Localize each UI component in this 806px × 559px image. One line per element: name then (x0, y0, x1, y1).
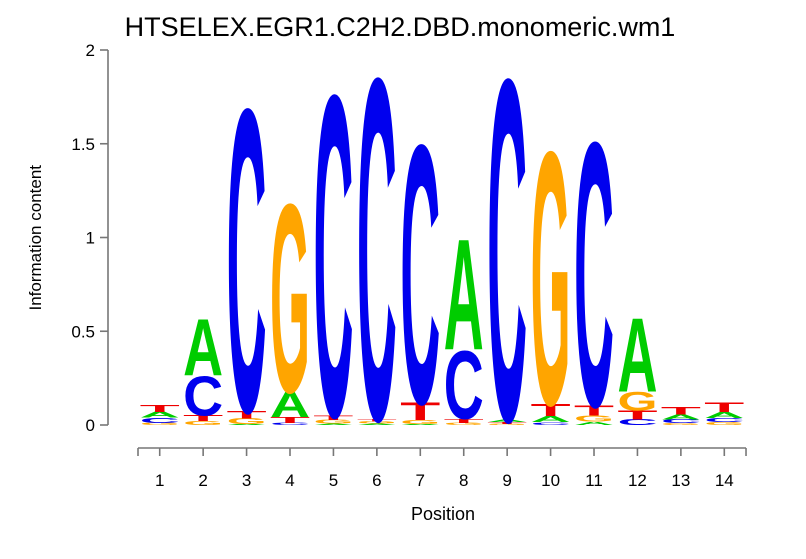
logo-letter-G-pos-10: G (531, 78, 571, 481)
logo-letter-A-pos-13: A (661, 413, 701, 421)
logo-letter-T-pos-7: T (400, 398, 440, 426)
x-tick-label: 8 (459, 471, 468, 490)
logo-letter-A-pos-14: A (704, 411, 744, 420)
logo-letter-A-pos-8: A (444, 207, 484, 384)
logo-letter-T-pos-9: T (487, 421, 527, 424)
logo-letter-C-pos-12: C (617, 418, 657, 427)
logo-letter-A-pos-4: A (270, 384, 310, 424)
logo-letter-G-pos-13: G (661, 423, 701, 426)
logo-letter-C-pos-8: C (444, 331, 484, 440)
x-tick-label: 1 (155, 471, 164, 490)
logo-letter-T-pos-8: T (444, 418, 484, 424)
x-tick-label: 7 (416, 471, 425, 490)
y-tick-label: 2 (86, 41, 95, 60)
x-tick-label: 14 (715, 471, 734, 490)
logo-letter-C-pos-14: C (704, 417, 744, 423)
logo-letter-C-pos-11: C (574, 63, 614, 485)
x-tick-label: 11 (585, 471, 603, 490)
logo-letter-A-pos-6: A (357, 423, 397, 425)
logo-letter-A-pos-11: A (574, 421, 614, 426)
logo-letter-T-pos-13: T (661, 404, 701, 417)
logo-letter-C-pos-5: C (313, 0, 353, 513)
logo-letter-T-pos-11: T (574, 402, 614, 419)
x-tick-label: 4 (285, 471, 294, 490)
logo-letter-T-pos-6: T (357, 418, 397, 422)
x-tick-label: 3 (242, 471, 251, 490)
logo-letter-G-pos-4: G (270, 149, 310, 450)
logo-letter-G-pos-14: G (704, 421, 744, 426)
logo-letter-C-pos-10: C (531, 421, 571, 425)
logo-letter-T-pos-1: T (140, 403, 180, 414)
y-tick-label: 1 (86, 229, 95, 248)
logo-letter-G-pos-7: G (400, 419, 440, 425)
logo-letter-G-pos-12: G (617, 386, 657, 416)
x-tick-label: 9 (502, 471, 511, 490)
logo-letter-A-pos-7: A (400, 424, 440, 426)
logo-letter-C-pos-4: C (270, 422, 310, 426)
logo-letter-C-pos-9: C (487, 0, 527, 523)
x-tick-label: 5 (329, 471, 338, 490)
logo-letter-G-pos-2: G (183, 420, 223, 426)
logo-letter-T-pos-4: T (270, 415, 310, 424)
y-tick-label: 1.5 (71, 135, 95, 154)
logo-letter-G-pos-11: G (574, 414, 614, 423)
y-tick-label: 0 (86, 416, 95, 435)
logo-letter-T-pos-12: T (617, 408, 657, 422)
x-tick-label: 10 (541, 471, 560, 490)
logo-letter-C-pos-3: C (227, 18, 267, 503)
x-axis-label: Position (410, 504, 476, 524)
logo-letter-T-pos-10: T (531, 400, 571, 420)
y-axis: 0 0.5 1 1.5 2 (71, 41, 109, 435)
logo-letter-C-pos-13: C (661, 418, 701, 424)
logo-letter-G-pos-9: G (487, 424, 527, 426)
chart-title: HTSELEX.EGR1.C2H2.DBD.monomeric.wm1 (124, 12, 676, 42)
logo-letter-A-pos-10: A (531, 415, 571, 424)
logo-letter-G-pos-1: G (140, 422, 180, 426)
x-tick-label: 13 (671, 471, 690, 490)
logo-letter-G-pos-8: G (444, 422, 484, 426)
logo-letter-G-pos-5: G (313, 419, 353, 425)
x-tick-label: 12 (628, 471, 647, 490)
logo-letter-G-pos-3: G (227, 417, 267, 426)
logo-letter-A-pos-3: A (227, 424, 267, 425)
logo-letter-C-pos-2: C (183, 364, 223, 428)
logo-letter-T-pos-5: T (313, 414, 353, 421)
logo-letter-T-pos-14: T (704, 399, 744, 415)
logo-letter-C-pos-1: C (140, 416, 180, 424)
logo-letter-A-pos-9: A (487, 419, 527, 423)
x-tick-label: 2 (198, 471, 207, 490)
logo-letter-A-pos-12: A (617, 296, 657, 414)
logo-letter-C-pos-7: C (400, 69, 440, 481)
logo-letter-T-pos-3: T (227, 409, 267, 421)
logo-letter-A-pos-1: A (140, 410, 180, 419)
logo-letter-A-pos-5: A (313, 423, 353, 425)
logo-letter-G-pos-6: G (357, 421, 397, 425)
logo-letter-C-pos-6: C (357, 0, 397, 522)
y-tick-label: 0.5 (71, 322, 95, 341)
x-axis: 1 2 3 4 5 6 7 8 9 10 11 12 13 14 (137, 447, 747, 490)
x-tick-label: 6 (372, 471, 381, 490)
logo-letter-T-pos-2: T (183, 414, 223, 423)
logo-letter-A-pos-2: A (183, 303, 223, 393)
